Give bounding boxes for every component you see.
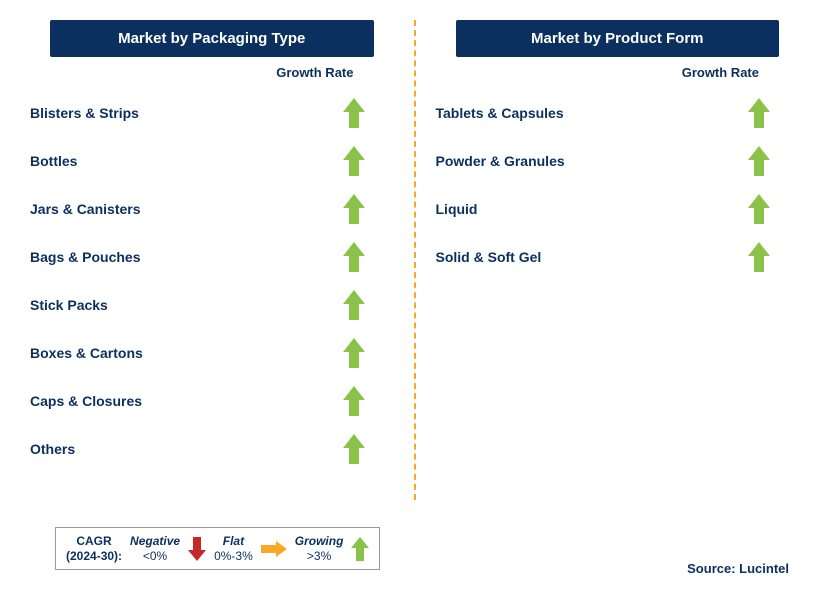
row-label: Bags & Pouches — [30, 249, 140, 265]
legend-growing-range: >3% — [307, 549, 331, 563]
row-label: Powder & Granules — [436, 153, 565, 169]
row-label: Jars & Canisters — [30, 201, 141, 217]
columns-container: Market by Packaging Type Growth Rate Bli… — [30, 20, 799, 500]
list-item: Jars & Canisters — [30, 188, 394, 230]
growth-arrow-wrap — [314, 242, 394, 272]
legend-period-text: (2024-30): — [66, 549, 122, 563]
right-rows: Tablets & Capsules Powder & Granules Liqui… — [436, 92, 800, 284]
growth-arrow-wrap — [314, 386, 394, 416]
growth-arrow-wrap — [314, 98, 394, 128]
row-label: Stick Packs — [30, 297, 108, 313]
row-label: Bottles — [30, 153, 77, 169]
legend-negative: Negative <0% — [130, 534, 180, 563]
row-label: Tablets & Capsules — [436, 105, 564, 121]
arrow-up-icon — [343, 194, 365, 224]
row-label: Boxes & Cartons — [30, 345, 143, 361]
legend-flat-label: Flat — [223, 534, 244, 548]
arrow-up-icon — [748, 242, 770, 272]
list-item: Bottles — [30, 140, 394, 182]
growth-arrow-wrap — [314, 434, 394, 464]
arrow-up-icon — [343, 146, 365, 176]
right-title: Market by Product Form — [456, 20, 780, 57]
list-item: Bags & Pouches — [30, 236, 394, 278]
growth-arrow-wrap — [314, 338, 394, 368]
cagr-legend: CAGR (2024-30): Negative <0% Flat 0%-3% … — [55, 527, 380, 570]
left-rows: Blisters & Strips Bottles Jars & Canisters… — [30, 92, 394, 476]
growth-arrow-wrap — [719, 194, 799, 224]
list-item: Others — [30, 428, 394, 470]
arrow-down-icon — [188, 537, 206, 561]
row-label: Solid & Soft Gel — [436, 249, 542, 265]
growth-arrow-wrap — [314, 194, 394, 224]
arrow-up-icon — [343, 242, 365, 272]
legend-flat-range: 0%-3% — [214, 549, 253, 563]
left-growth-label: Growth Rate — [30, 65, 394, 80]
growth-arrow-wrap — [314, 290, 394, 320]
row-label: Blisters & Strips — [30, 105, 139, 121]
list-item: Liquid — [436, 188, 800, 230]
arrow-up-icon — [748, 98, 770, 128]
arrow-up-icon — [343, 386, 365, 416]
growth-arrow-wrap — [719, 242, 799, 272]
legend-negative-range: <0% — [143, 549, 167, 563]
list-item: Boxes & Cartons — [30, 332, 394, 374]
arrow-up-icon — [343, 98, 365, 128]
growth-arrow-wrap — [719, 146, 799, 176]
arrow-up-icon — [343, 290, 365, 320]
growth-arrow-wrap — [719, 98, 799, 128]
list-item: Powder & Granules — [436, 140, 800, 182]
list-item: Solid & Soft Gel — [436, 236, 800, 278]
arrow-up-icon — [343, 338, 365, 368]
legend-prefix: CAGR (2024-30): — [66, 534, 122, 563]
arrow-up-icon — [748, 146, 770, 176]
list-item: Caps & Closures — [30, 380, 394, 422]
legend-flat: Flat 0%-3% — [214, 534, 253, 563]
legend-negative-label: Negative — [130, 534, 180, 548]
row-label: Caps & Closures — [30, 393, 142, 409]
arrow-right-icon — [261, 541, 287, 557]
left-column: Market by Packaging Type Growth Rate Bli… — [30, 20, 414, 500]
legend-cagr-text: CAGR — [76, 534, 111, 548]
arrow-up-icon — [343, 434, 365, 464]
arrow-up-icon — [748, 194, 770, 224]
source-text: Source: Lucintel — [687, 561, 789, 576]
list-item: Stick Packs — [30, 284, 394, 326]
right-growth-label: Growth Rate — [436, 65, 800, 80]
left-title: Market by Packaging Type — [50, 20, 374, 57]
list-item: Tablets & Capsules — [436, 92, 800, 134]
right-column: Market by Product Form Growth Rate Table… — [416, 20, 800, 500]
row-label: Others — [30, 441, 75, 457]
legend-growing: Growing >3% — [295, 534, 344, 563]
legend-growing-label: Growing — [295, 534, 344, 548]
row-label: Liquid — [436, 201, 478, 217]
arrow-up-icon — [351, 537, 369, 561]
growth-arrow-wrap — [314, 146, 394, 176]
list-item: Blisters & Strips — [30, 92, 394, 134]
